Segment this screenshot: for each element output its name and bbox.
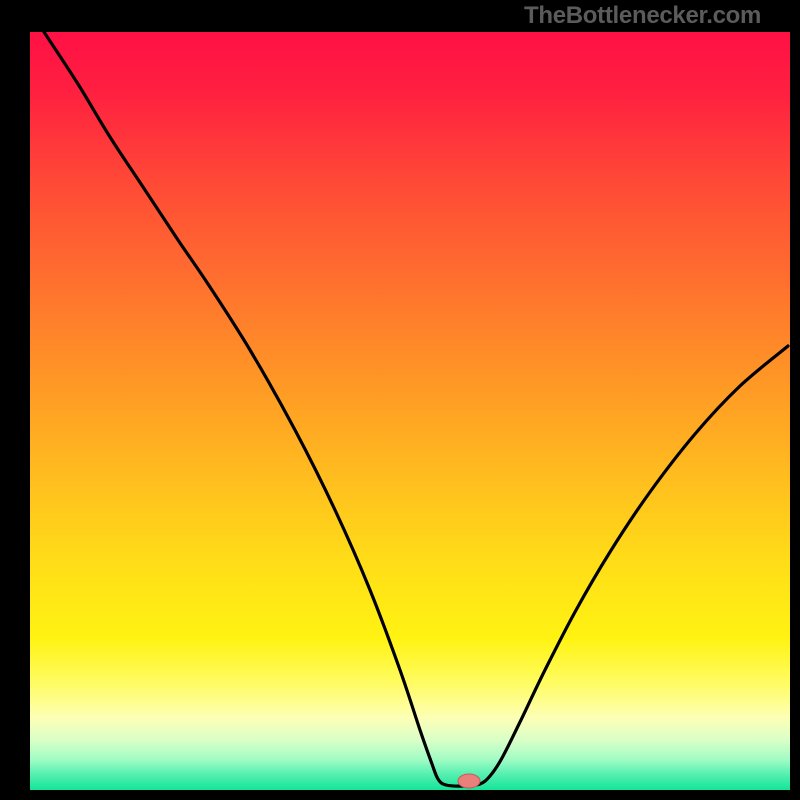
optimal-point-marker [458,774,480,788]
chart-svg [0,0,800,800]
bottleneck-curve [44,32,788,786]
